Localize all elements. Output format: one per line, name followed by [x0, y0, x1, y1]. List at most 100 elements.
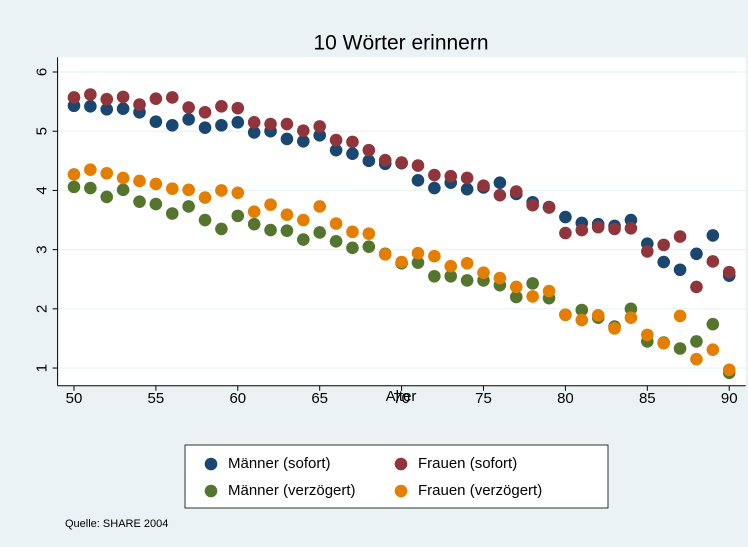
- point: [591, 309, 605, 322]
- x-tick-label: 90: [721, 390, 738, 407]
- point: [100, 103, 114, 116]
- point: [346, 135, 359, 149]
- point: [313, 226, 326, 239]
- point: [362, 154, 376, 168]
- point: [231, 186, 245, 200]
- point: [657, 336, 670, 350]
- point: [297, 134, 310, 148]
- point: [591, 220, 605, 234]
- y-tick-label: 3: [34, 245, 51, 253]
- point: [84, 163, 97, 176]
- point: [182, 183, 195, 197]
- point: [346, 241, 359, 255]
- point: [329, 217, 343, 230]
- point: [198, 121, 212, 134]
- point: [706, 343, 720, 356]
- point: [559, 210, 572, 224]
- point: [198, 213, 212, 227]
- point: [428, 269, 441, 283]
- point: [493, 188, 507, 202]
- legend-label: Frauen (verzögert): [418, 482, 542, 499]
- point: [133, 195, 146, 208]
- point: [428, 168, 441, 182]
- point: [411, 159, 425, 172]
- point: [67, 91, 81, 104]
- point: [84, 181, 97, 195]
- point: [198, 191, 212, 204]
- point: [608, 222, 621, 236]
- point: [231, 209, 245, 223]
- point: [215, 100, 228, 113]
- point: [509, 290, 523, 304]
- point: [313, 129, 326, 142]
- y-tick-label: 1: [34, 364, 51, 372]
- point: [297, 124, 310, 137]
- point: [133, 98, 146, 111]
- legend: [184, 444, 609, 509]
- point: [673, 309, 687, 323]
- point: [428, 181, 441, 195]
- point: [690, 335, 703, 348]
- point: [231, 101, 245, 115]
- point: [231, 116, 245, 129]
- point: [149, 115, 163, 129]
- point: [624, 222, 638, 235]
- point: [706, 229, 720, 242]
- point: [526, 277, 539, 290]
- point: [411, 174, 425, 187]
- point: [526, 198, 539, 212]
- point: [133, 174, 146, 188]
- point: [444, 269, 458, 283]
- point: [444, 259, 458, 273]
- legend-label: Männer (verzögert): [228, 482, 356, 499]
- point: [673, 342, 687, 355]
- point: [559, 226, 572, 240]
- point: [264, 117, 277, 131]
- point: [329, 133, 343, 147]
- point: [165, 118, 179, 132]
- point: [477, 266, 490, 280]
- x-tick-label: 80: [557, 390, 574, 407]
- point: [329, 143, 343, 157]
- legend-marker: [204, 484, 218, 498]
- point: [411, 246, 425, 260]
- point: [313, 120, 326, 133]
- point: [247, 116, 261, 129]
- y-tick-label: 4: [34, 186, 51, 194]
- point: [149, 177, 163, 191]
- legend-label: Männer (sofort): [228, 455, 331, 472]
- point: [395, 156, 408, 169]
- point: [428, 249, 441, 263]
- point: [297, 233, 310, 246]
- point: [411, 256, 425, 269]
- point: [67, 180, 81, 194]
- point: [690, 352, 703, 366]
- point: [264, 223, 277, 237]
- point: [460, 171, 474, 185]
- point: [198, 105, 212, 119]
- point: [460, 256, 474, 270]
- point: [100, 92, 114, 106]
- point: [509, 185, 523, 198]
- point: [477, 179, 490, 192]
- point: [264, 198, 277, 211]
- point: [608, 322, 621, 335]
- point: [526, 290, 539, 303]
- point: [247, 126, 261, 139]
- point: [706, 255, 720, 268]
- point: [182, 200, 195, 213]
- legend-marker: [394, 484, 408, 498]
- y-tick-label: 6: [34, 68, 51, 76]
- point: [641, 245, 654, 258]
- point: [280, 208, 294, 221]
- legend-marker: [204, 457, 218, 471]
- point: [395, 255, 408, 269]
- point: [559, 308, 572, 322]
- point: [247, 217, 261, 231]
- point: [657, 238, 670, 252]
- point: [165, 91, 179, 104]
- x-tick-label: 85: [639, 390, 656, 407]
- point: [329, 235, 343, 248]
- point: [215, 118, 228, 132]
